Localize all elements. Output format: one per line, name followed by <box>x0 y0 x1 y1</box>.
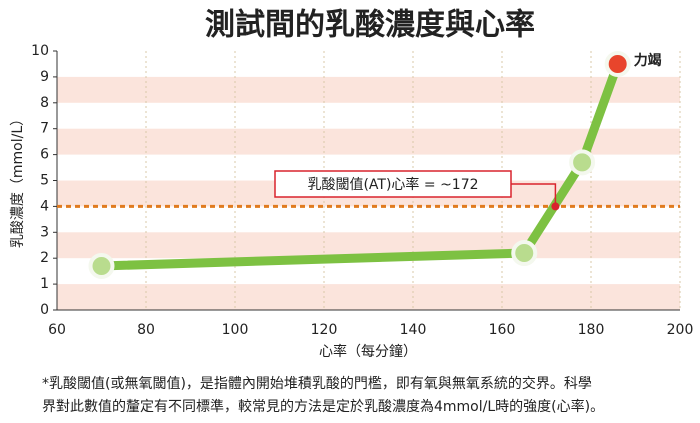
x-tick-label: 80 <box>137 322 155 338</box>
y-tick-label: 5 <box>40 173 49 189</box>
y-tick-label: 8 <box>40 95 49 111</box>
y-axis-label: 乳酸濃度（mmol/L） <box>10 112 26 248</box>
y-tick-label: 7 <box>40 121 49 137</box>
data-point <box>88 252 115 279</box>
x-tick-label: 120 <box>311 322 338 338</box>
y-tick-label: 9 <box>40 69 49 85</box>
band <box>57 128 680 155</box>
x-tick-label: 180 <box>578 322 605 338</box>
y-tick-label: 3 <box>40 224 49 240</box>
y-tick-label: 1 <box>40 276 49 292</box>
x-tick-label: 140 <box>400 322 427 338</box>
data-point <box>569 149 596 176</box>
x-tick-label: 60 <box>48 322 66 338</box>
annotation-connector <box>511 183 557 207</box>
y-tick-label: 10 <box>31 43 49 59</box>
y-tick-label: 2 <box>40 250 49 266</box>
annotation-box <box>274 170 512 198</box>
data-point <box>511 240 538 267</box>
y-tick-label: 0 <box>40 302 49 318</box>
footnote: *乳酸閾值(或無氧閾值)，是指體內開始堆積乳酸的門檻，即有氧與無氧系統的交界。科… <box>42 375 592 392</box>
x-tick-label: 100 <box>222 322 249 338</box>
x-tick-label: 200 <box>667 322 694 338</box>
band <box>57 76 680 103</box>
chart-title: 測試間的乳酸濃度與心率 <box>205 8 535 43</box>
annotation-point <box>551 202 560 211</box>
data-point <box>604 50 631 77</box>
x-tick-label: 160 <box>489 322 516 338</box>
x-axis-label: 心率（每分鐘） <box>319 343 417 360</box>
annotation-text: 力竭 <box>634 52 662 69</box>
annotation-text: 乳酸閾值(AT)心率 = ~172 <box>307 176 478 193</box>
band <box>57 284 680 310</box>
y-tick-label: 4 <box>40 198 49 214</box>
y-tick-label: 6 <box>40 147 49 163</box>
footnote: 界對此數值的釐定有不同標準，較常見的方法是定於乳酸濃度為4mmol/L時的強度(… <box>42 398 604 415</box>
